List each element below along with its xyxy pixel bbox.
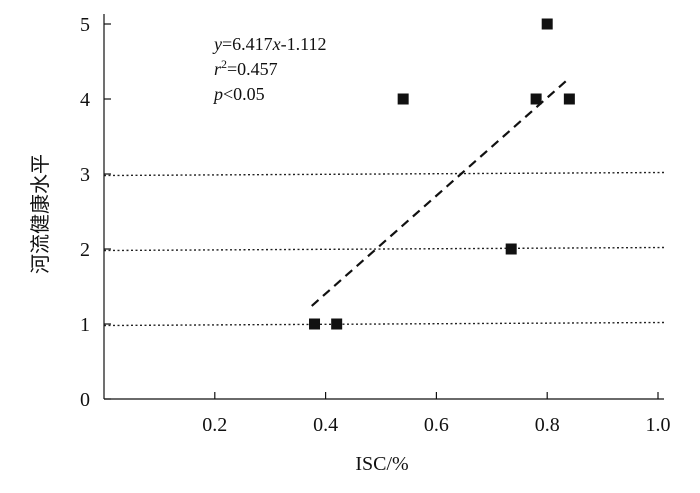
regression-line [311, 77, 571, 307]
data-point-1 [331, 318, 343, 330]
data-point-0 [309, 318, 321, 330]
gridline-y-1 [103, 321, 665, 327]
data-point-2 [397, 93, 409, 105]
equation-text: y=6.417x-1.112 [212, 34, 326, 54]
x-tick-label-0.4: 0.4 [313, 414, 338, 436]
gridline-y-2 [103, 246, 665, 252]
y-tick-label-0: 0 [80, 389, 90, 411]
y-tick-label-1: 1 [80, 314, 90, 336]
gridlines [103, 171, 665, 327]
x-tick-label-0.2: 0.2 [202, 414, 227, 436]
x-tick-label-1.0: 1.0 [646, 414, 671, 436]
data-point-4 [530, 93, 542, 105]
x-tick-label-0.8: 0.8 [535, 414, 560, 436]
gridline-y-3 [103, 171, 665, 177]
axes [103, 14, 664, 400]
p-value-text: p<0.05 [212, 84, 265, 104]
r2-text: r2=0.457 [214, 57, 278, 79]
x-tick-label-0.6: 0.6 [424, 414, 449, 436]
ticks: 0 1 2 3 4 5 0.2 0.4 0.6 0.8 1.0 [80, 14, 671, 436]
y-tick-label-4: 4 [80, 89, 90, 111]
regression [311, 77, 571, 307]
data-point-5 [541, 18, 553, 30]
regression-annotation: y=6.417x-1.112 r2=0.457 p<0.05 [212, 34, 326, 104]
data-point-3 [505, 243, 517, 255]
data-points [309, 18, 575, 330]
y-tick-label-5: 5 [80, 14, 90, 36]
y-tick-label-3: 3 [80, 164, 90, 186]
data-point-6 [563, 93, 575, 105]
x-axis-title: ISC/% [355, 453, 408, 475]
y-axis-title: 河流健康水平 [29, 154, 52, 274]
y-tick-label-2: 2 [80, 239, 90, 261]
